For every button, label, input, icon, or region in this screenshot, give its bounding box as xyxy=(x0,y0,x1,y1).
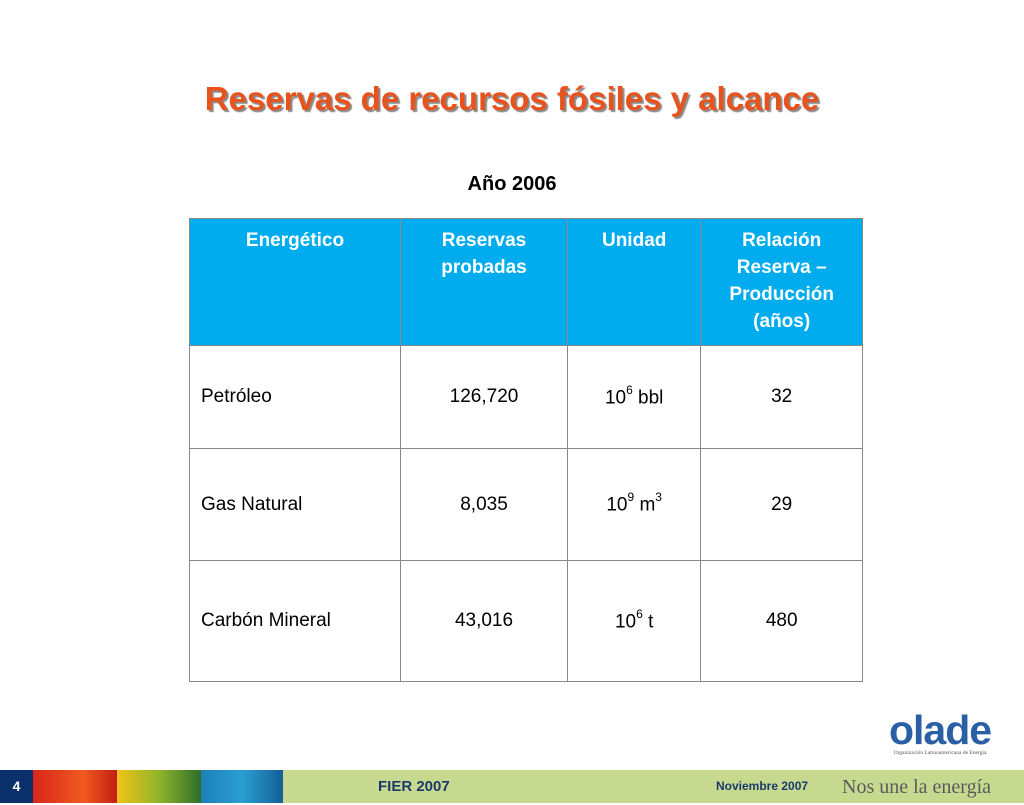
table-header-row: Energético Reservas probadas Unidad Rela… xyxy=(188,218,863,346)
cell-energetico: Carbón Mineral xyxy=(188,560,402,682)
cell-reservas: 43,016 xyxy=(400,560,568,682)
header-energetico: Energético xyxy=(188,218,402,346)
cell-reservas: 126,720 xyxy=(400,345,568,449)
cell-energetico: Petróleo xyxy=(188,345,402,449)
strip-red-panel xyxy=(33,770,117,803)
cell-relacion: 480 xyxy=(700,560,863,682)
cell-unidad: 106 bbl xyxy=(566,345,702,449)
cell-relacion: 29 xyxy=(700,448,863,561)
strip-blue-map-panel xyxy=(201,770,283,803)
strip-green-panel xyxy=(117,770,201,803)
footer-date: Noviembre 2007 xyxy=(716,779,809,793)
footer-image-strip xyxy=(33,770,283,803)
reserves-table: Energético Reservas probadas Unidad Rela… xyxy=(188,218,863,682)
slide-title: Reservas de recursos fósiles y alcance xyxy=(204,80,820,117)
header-unidad: Unidad xyxy=(566,218,702,346)
footer-slogan: Nos une la energía xyxy=(842,776,992,798)
olade-logo: olade Organización Latinoamericana de En… xyxy=(880,707,1000,757)
table-row: Petróleo 126,720 106 bbl 32 xyxy=(188,345,863,449)
header-relacion: Relación Reserva – Producción (años) xyxy=(700,218,863,346)
cell-unidad: 106 t xyxy=(566,560,702,682)
footer-event: FIER 2007 xyxy=(378,778,450,795)
footer-bar: 4 FIER 2007 Noviembre 2007 Nos une la en… xyxy=(0,770,1024,803)
page-number: 4 xyxy=(0,770,33,803)
logo-word: olade xyxy=(888,707,992,753)
cell-unidad: 109 m3 xyxy=(566,448,702,561)
cell-relacion: 32 xyxy=(700,345,863,449)
cell-energetico: Gas Natural xyxy=(188,448,402,561)
header-reservas: Reservas probadas xyxy=(400,218,568,346)
table-row: Carbón Mineral 43,016 106 t 480 xyxy=(188,560,863,682)
cell-reservas: 8,035 xyxy=(400,448,568,561)
year-label: Año 2006 xyxy=(467,173,557,195)
table-row: Gas Natural 8,035 109 m3 29 xyxy=(188,448,863,561)
logo-subtitle: Organización Latinoamericana de Energía xyxy=(893,750,987,756)
